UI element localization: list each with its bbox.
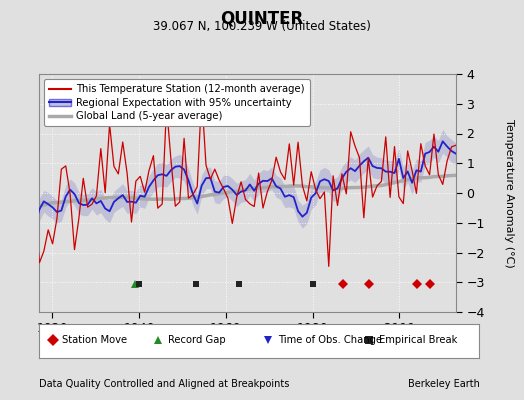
Text: Empirical Break: Empirical Break — [379, 335, 457, 345]
Text: Station Move: Station Move — [62, 335, 127, 345]
Y-axis label: Temperature Anomaly (°C): Temperature Anomaly (°C) — [504, 119, 514, 267]
Text: Data Quality Controlled and Aligned at Breakpoints: Data Quality Controlled and Aligned at B… — [39, 379, 290, 389]
Text: Time of Obs. Change: Time of Obs. Change — [278, 335, 382, 345]
Text: Berkeley Earth: Berkeley Earth — [408, 379, 479, 389]
Text: 39.067 N, 100.239 W (United States): 39.067 N, 100.239 W (United States) — [153, 20, 371, 33]
Text: QUINTER: QUINTER — [221, 10, 303, 28]
Text: Record Gap: Record Gap — [168, 335, 225, 345]
Legend: This Temperature Station (12-month average), Regional Expectation with 95% uncer: This Temperature Station (12-month avera… — [45, 79, 310, 126]
